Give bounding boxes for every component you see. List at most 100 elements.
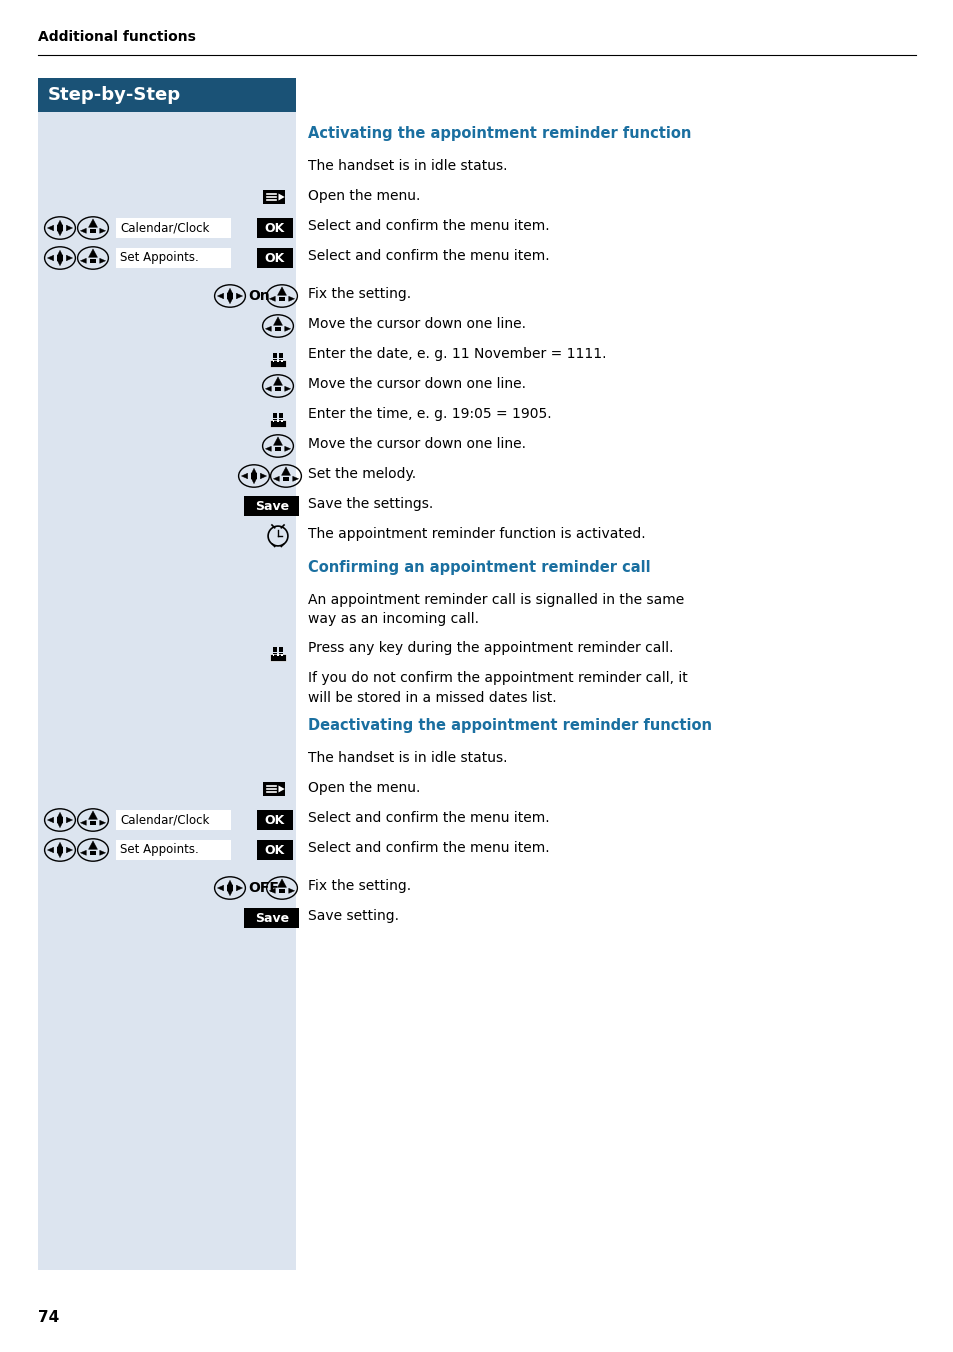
Bar bbox=[281, 360, 283, 362]
Polygon shape bbox=[251, 479, 256, 484]
Polygon shape bbox=[265, 387, 271, 391]
Polygon shape bbox=[100, 850, 106, 856]
Bar bbox=[281, 419, 283, 422]
Bar bbox=[38, 78, 295, 112]
Bar bbox=[278, 360, 283, 364]
Bar bbox=[283, 477, 288, 480]
Bar bbox=[273, 360, 277, 364]
Polygon shape bbox=[80, 258, 86, 264]
Polygon shape bbox=[57, 822, 63, 827]
Polygon shape bbox=[265, 326, 271, 331]
Text: On: On bbox=[248, 289, 270, 303]
Polygon shape bbox=[227, 288, 233, 293]
Text: Additional functions: Additional functions bbox=[38, 30, 195, 45]
Polygon shape bbox=[281, 466, 290, 476]
Bar bbox=[244, 909, 299, 927]
Polygon shape bbox=[277, 879, 286, 887]
Bar bbox=[273, 419, 274, 422]
Bar bbox=[278, 419, 283, 423]
Bar bbox=[273, 419, 277, 423]
Text: Enter the date, e. g. 11 November = 1111.: Enter the date, e. g. 11 November = 1111… bbox=[308, 347, 606, 361]
Text: Deactivating the appointment reminder function: Deactivating the appointment reminder fu… bbox=[308, 718, 711, 733]
Bar bbox=[273, 353, 277, 358]
Bar bbox=[270, 419, 285, 427]
Polygon shape bbox=[66, 226, 72, 231]
Bar bbox=[116, 840, 231, 860]
Bar bbox=[273, 360, 274, 362]
Text: Calendar/Clock: Calendar/Clock bbox=[120, 814, 209, 826]
Bar bbox=[57, 818, 63, 822]
Text: Step-by-Step: Step-by-Step bbox=[48, 87, 181, 104]
Bar bbox=[57, 256, 63, 261]
Text: Press any key during the appointment reminder call.: Press any key during the appointment rem… bbox=[308, 641, 673, 654]
Polygon shape bbox=[66, 256, 72, 261]
Polygon shape bbox=[251, 468, 256, 475]
Bar bbox=[276, 419, 278, 422]
Text: Fix the setting.: Fix the setting. bbox=[308, 287, 411, 301]
Text: Save: Save bbox=[254, 499, 289, 512]
Text: Select and confirm the menu item.: Select and confirm the menu item. bbox=[308, 249, 549, 264]
Bar bbox=[116, 218, 231, 238]
Bar bbox=[116, 810, 231, 830]
Bar bbox=[276, 360, 278, 362]
Polygon shape bbox=[289, 888, 294, 894]
Polygon shape bbox=[57, 220, 63, 226]
Bar bbox=[270, 360, 285, 368]
Polygon shape bbox=[80, 850, 86, 856]
Text: Save the settings.: Save the settings. bbox=[308, 498, 433, 511]
Polygon shape bbox=[89, 811, 97, 819]
Polygon shape bbox=[227, 880, 233, 886]
Bar bbox=[278, 353, 283, 358]
Text: Select and confirm the menu item.: Select and confirm the menu item. bbox=[308, 219, 549, 233]
Bar bbox=[273, 648, 277, 652]
Polygon shape bbox=[57, 250, 63, 256]
Text: Activating the appointment reminder function: Activating the appointment reminder func… bbox=[308, 126, 691, 141]
Text: OFF: OFF bbox=[248, 882, 278, 895]
Polygon shape bbox=[48, 848, 53, 853]
Polygon shape bbox=[269, 888, 275, 894]
Bar bbox=[275, 446, 280, 450]
Polygon shape bbox=[274, 316, 282, 326]
Text: Set the melody.: Set the melody. bbox=[308, 466, 416, 481]
Polygon shape bbox=[236, 293, 242, 299]
Bar bbox=[278, 648, 283, 652]
Text: Confirming an appointment reminder call: Confirming an appointment reminder call bbox=[308, 560, 650, 575]
Polygon shape bbox=[57, 852, 63, 857]
Polygon shape bbox=[277, 287, 286, 295]
Polygon shape bbox=[100, 258, 106, 264]
Bar bbox=[278, 414, 283, 418]
Bar bbox=[252, 473, 256, 479]
Text: Select and confirm the menu item.: Select and confirm the menu item. bbox=[308, 811, 549, 825]
Polygon shape bbox=[80, 228, 86, 234]
Bar bbox=[275, 327, 280, 331]
Text: Set Appoints.: Set Appoints. bbox=[120, 251, 198, 265]
Text: An appointment reminder call is signalled in the same
way as an incoming call.: An appointment reminder call is signalle… bbox=[308, 594, 683, 626]
Text: OK: OK bbox=[265, 844, 285, 857]
Text: Move the cursor down one line.: Move the cursor down one line. bbox=[308, 437, 525, 452]
Bar bbox=[91, 850, 95, 854]
Bar bbox=[273, 653, 274, 656]
Text: Fix the setting.: Fix the setting. bbox=[308, 879, 411, 894]
Polygon shape bbox=[48, 226, 53, 231]
Polygon shape bbox=[260, 473, 266, 479]
Polygon shape bbox=[284, 387, 291, 391]
Text: Select and confirm the menu item.: Select and confirm the menu item. bbox=[308, 841, 549, 854]
Text: The handset is in idle status.: The handset is in idle status. bbox=[308, 750, 507, 765]
Polygon shape bbox=[89, 219, 97, 227]
Polygon shape bbox=[293, 476, 298, 481]
Text: Calendar/Clock: Calendar/Clock bbox=[120, 222, 209, 234]
Polygon shape bbox=[284, 326, 291, 331]
Bar bbox=[273, 653, 277, 657]
Polygon shape bbox=[284, 446, 291, 452]
Polygon shape bbox=[227, 297, 233, 304]
Text: Enter the time, e. g. 19:05 = 1905.: Enter the time, e. g. 19:05 = 1905. bbox=[308, 407, 551, 420]
Bar bbox=[256, 840, 293, 860]
Polygon shape bbox=[241, 473, 248, 479]
Polygon shape bbox=[57, 813, 63, 818]
Polygon shape bbox=[57, 230, 63, 235]
Text: 74: 74 bbox=[38, 1310, 59, 1325]
Bar bbox=[57, 848, 63, 853]
Polygon shape bbox=[89, 841, 97, 849]
Bar bbox=[91, 258, 95, 262]
Polygon shape bbox=[48, 256, 53, 261]
